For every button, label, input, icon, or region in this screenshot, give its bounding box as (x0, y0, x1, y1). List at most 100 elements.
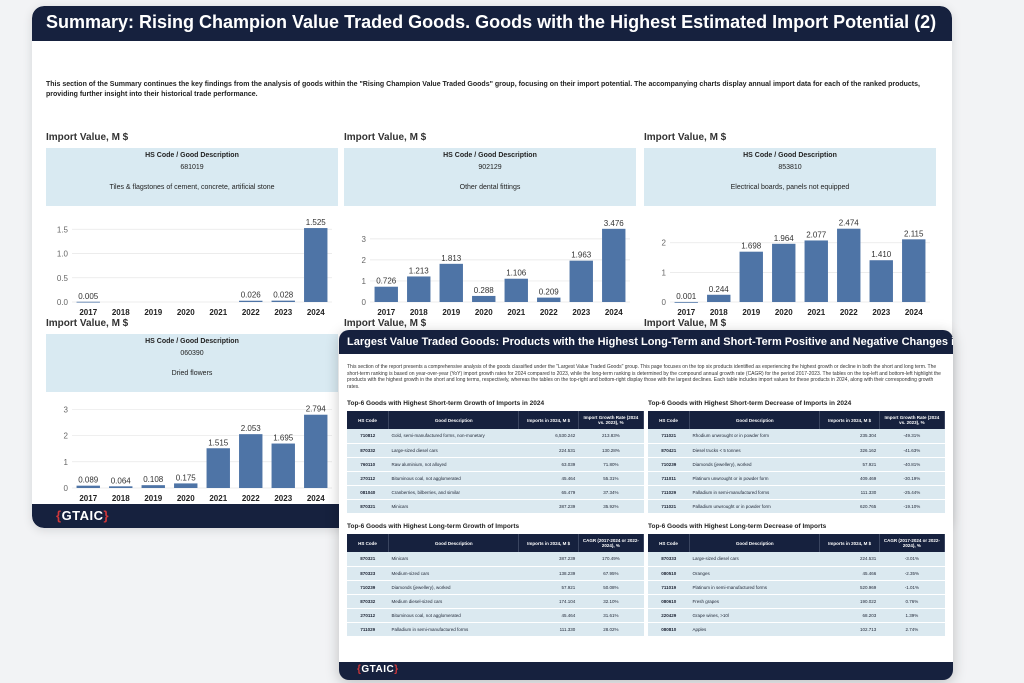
y-tick-label: 1 (362, 277, 367, 286)
growth-rate-cell: -49.31% (879, 429, 945, 444)
chart-panel-hidden-5: Import Value, M $ (344, 318, 639, 338)
growth-rate-cell: 170.49% (578, 552, 644, 567)
bar (707, 294, 731, 302)
slide-title: Summary: Rising Champion Value Traded Go… (32, 6, 952, 41)
description-cell: Minicars (388, 499, 519, 514)
bar (902, 239, 926, 302)
hs-code-box: HS Code / Good Description 681019 Tiles … (46, 148, 338, 206)
data-label: 1.963 (571, 251, 592, 260)
growth-rate-cell: 1.39% (879, 608, 945, 623)
y-tick-label: 1 (662, 268, 667, 277)
table-row: 711029 Palladium in semi-manufactured for… (347, 622, 644, 637)
column-header: CAGR (2017-2024 or 2022-2024), % (879, 534, 946, 552)
x-tick-label: 2019 (442, 308, 460, 317)
x-tick-label: 2024 (605, 308, 623, 317)
chart-title: Import Value, M $ (344, 132, 427, 143)
column-header: Good Description (388, 411, 520, 429)
bar (271, 300, 295, 302)
table-row: 080810 Apples 102.713 2.74% (648, 622, 945, 637)
x-tick-label: 2022 (242, 308, 260, 317)
imports-cell: 387.239 (518, 552, 579, 567)
imports-cell: 326.162 (819, 443, 880, 458)
hs-code-cell: 870321 (347, 552, 389, 567)
y-tick-label: 1.5 (57, 225, 69, 234)
imports-cell: 68.203 (819, 608, 880, 623)
bar (374, 286, 398, 302)
data-label: 0.175 (176, 473, 197, 482)
slide-intro-text: This section of the report presents a co… (347, 364, 941, 390)
x-tick-label: 2017 (377, 308, 395, 317)
growth-rate-cell: -19.10% (879, 499, 945, 514)
bar (537, 297, 561, 302)
description-cell: Fresh grapes (689, 594, 820, 609)
growth-rate-cell: 2.74% (879, 622, 945, 637)
imports-cell: 63.039 (518, 457, 579, 472)
x-tick-label: 2024 (307, 494, 325, 503)
y-tick-label: 0 (662, 298, 667, 307)
table-row: 711029 Palladium in semi-manufactured for… (648, 485, 945, 500)
imports-cell: 102.713 (819, 622, 880, 637)
table-short-term-growth: Top-6 Goods with Highest Short-term Grow… (347, 400, 645, 514)
bar-chart: 0 1 2 0.001 2017 0.244 2018 1.698 2019 1.964 2020 2… (662, 219, 930, 317)
bar (304, 228, 328, 302)
description-cell: Large-sized diesel cars (388, 443, 519, 458)
hs-code-cell: 080610 (648, 594, 690, 609)
y-tick-label: 1.0 (57, 250, 69, 259)
bar (206, 448, 230, 488)
imports-cell: 111.330 (819, 485, 880, 500)
imports-cell: 190.022 (819, 594, 880, 609)
hs-code-value: 902129 (478, 164, 502, 171)
imports-cell: 57.921 (518, 580, 579, 595)
bar (472, 295, 496, 302)
hs-code-value: 060390 (180, 350, 204, 357)
imports-cell: 235.304 (819, 429, 880, 444)
imports-cell: 45.464 (518, 608, 579, 623)
table-row: 870421 Diesel trucks < 5 tonnes 326.162 -41… (648, 443, 945, 458)
hs-code-cell: 760110 (347, 457, 389, 472)
good-description: Dried flowers (171, 370, 213, 377)
imports-cell: 224.531 (819, 552, 880, 567)
chart-title: Import Value, M $ (46, 132, 129, 143)
x-tick-label: 2021 (807, 308, 825, 317)
bar (674, 301, 698, 303)
table-row: 711021 Rhodium unwrought or in powder for… (648, 429, 945, 444)
x-tick-label: 2022 (840, 308, 858, 317)
column-header: Imports in 2024, M $ (518, 534, 579, 552)
bar (869, 260, 893, 302)
imports-cell: 620.765 (819, 499, 880, 514)
data-label: 0.726 (376, 277, 397, 286)
hs-code-cell: 710239 (347, 580, 389, 595)
bar (304, 414, 328, 488)
hs-code-cell: 711021 (648, 429, 690, 444)
bar (141, 485, 165, 488)
description-cell: Oranges (689, 566, 820, 581)
table-long-term-growth: Top-6 Goods with Highest Long-term Growt… (347, 523, 645, 637)
chart-panel-hidden-6: Import Value, M $ (644, 318, 939, 338)
table-title: Top-6 Goods with Highest Short-term Decr… (648, 400, 852, 407)
data-label: 1.813 (441, 254, 462, 263)
data-label: 0.108 (143, 475, 164, 484)
x-tick-label: 2018 (710, 308, 728, 317)
growth-rate-cell: -1.01% (879, 580, 945, 595)
bar-chart: 0.0 0.5 1.0 1.5 0.005 2017 2018 2019 2020 2021 0.0… (57, 218, 332, 317)
bar (439, 263, 463, 302)
bar (76, 301, 100, 303)
y-tick-label: 0.0 (57, 298, 69, 307)
imports-cell: 520.969 (819, 580, 880, 595)
column-header: Imports in 2024, M $ (819, 411, 880, 429)
hs-code-label: HS Code / Good Description (743, 152, 837, 159)
table-row: 870323 Medium-sized cars 138.239 67.95% (347, 566, 644, 581)
description-cell: Bituminous coal, not agglomerated (388, 608, 519, 623)
description-cell: Palladium unwrought or in powder form (689, 499, 820, 514)
bar-chart: 0 1 2 3 0.089 2017 0.064 2018 0.108 2019 0.175 2020… (64, 405, 332, 503)
bar (109, 486, 133, 488)
x-tick-label: 2023 (572, 308, 590, 317)
description-cell: Gold, semi-manufactured forms, non-monet… (388, 429, 519, 444)
x-tick-label: 2017 (79, 494, 97, 503)
bar (772, 243, 796, 302)
data-table: HS Code Good Description Imports in 2024, … (347, 534, 645, 637)
y-tick-label: 3 (362, 235, 367, 244)
bar (569, 260, 593, 302)
chart-panel-902129: Import Value, M $ HS Code / Good Descrip… (344, 132, 639, 318)
column-header: Imports in 2024, M $ (819, 534, 880, 552)
